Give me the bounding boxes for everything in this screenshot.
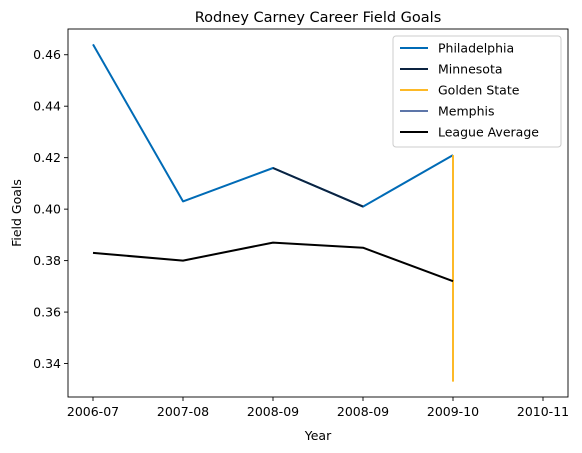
legend-label: League Average — [438, 125, 539, 140]
y-tick-label: 0.44 — [33, 99, 61, 114]
legend-label: Minnesota — [438, 62, 503, 77]
series-line-minnesota — [272, 167, 364, 208]
plot-area — [92, 43, 454, 382]
legend: Philadelphia Minnesota Golden State Memphis… — [392, 35, 562, 148]
y-tick-label: 0.46 — [33, 47, 61, 62]
y-tick-label: 0.36 — [33, 305, 61, 320]
y-axis-label: Field Goals — [9, 179, 24, 247]
legend-label: Golden State — [438, 83, 520, 98]
x-tick-label: 2007-08 — [157, 404, 209, 419]
y-tick-label: 0.40 — [33, 202, 61, 217]
x-axis: 2006-07 2007-08 2008-09 2008-09 2009-10 2010-… — [67, 397, 569, 419]
y-tick-label: 0.42 — [33, 150, 61, 165]
x-tick-label: 2006-07 — [67, 404, 119, 419]
series-line-league-average — [92, 241, 454, 283]
x-axis-label: Year — [304, 428, 332, 443]
chart-title: Rodney Carney Career Field Goals — [195, 10, 442, 26]
legend-label: Philadelphia — [438, 41, 514, 56]
plot-frame — [67, 28, 569, 398]
x-tick-label: 2008-09 — [247, 404, 299, 419]
legend-box — [392, 35, 562, 148]
x-tick-label: 2010-11 — [517, 404, 569, 419]
x-tick-label: 2008-09 — [337, 404, 389, 419]
y-tick-label: 0.38 — [33, 253, 61, 268]
y-axis: 0.34 0.36 0.38 0.40 0.42 0.44 0.46 — [33, 47, 68, 371]
y-tick-label: 0.34 — [33, 356, 61, 371]
x-tick-label: 2009-10 — [427, 404, 479, 419]
legend-label: Memphis — [438, 104, 495, 119]
